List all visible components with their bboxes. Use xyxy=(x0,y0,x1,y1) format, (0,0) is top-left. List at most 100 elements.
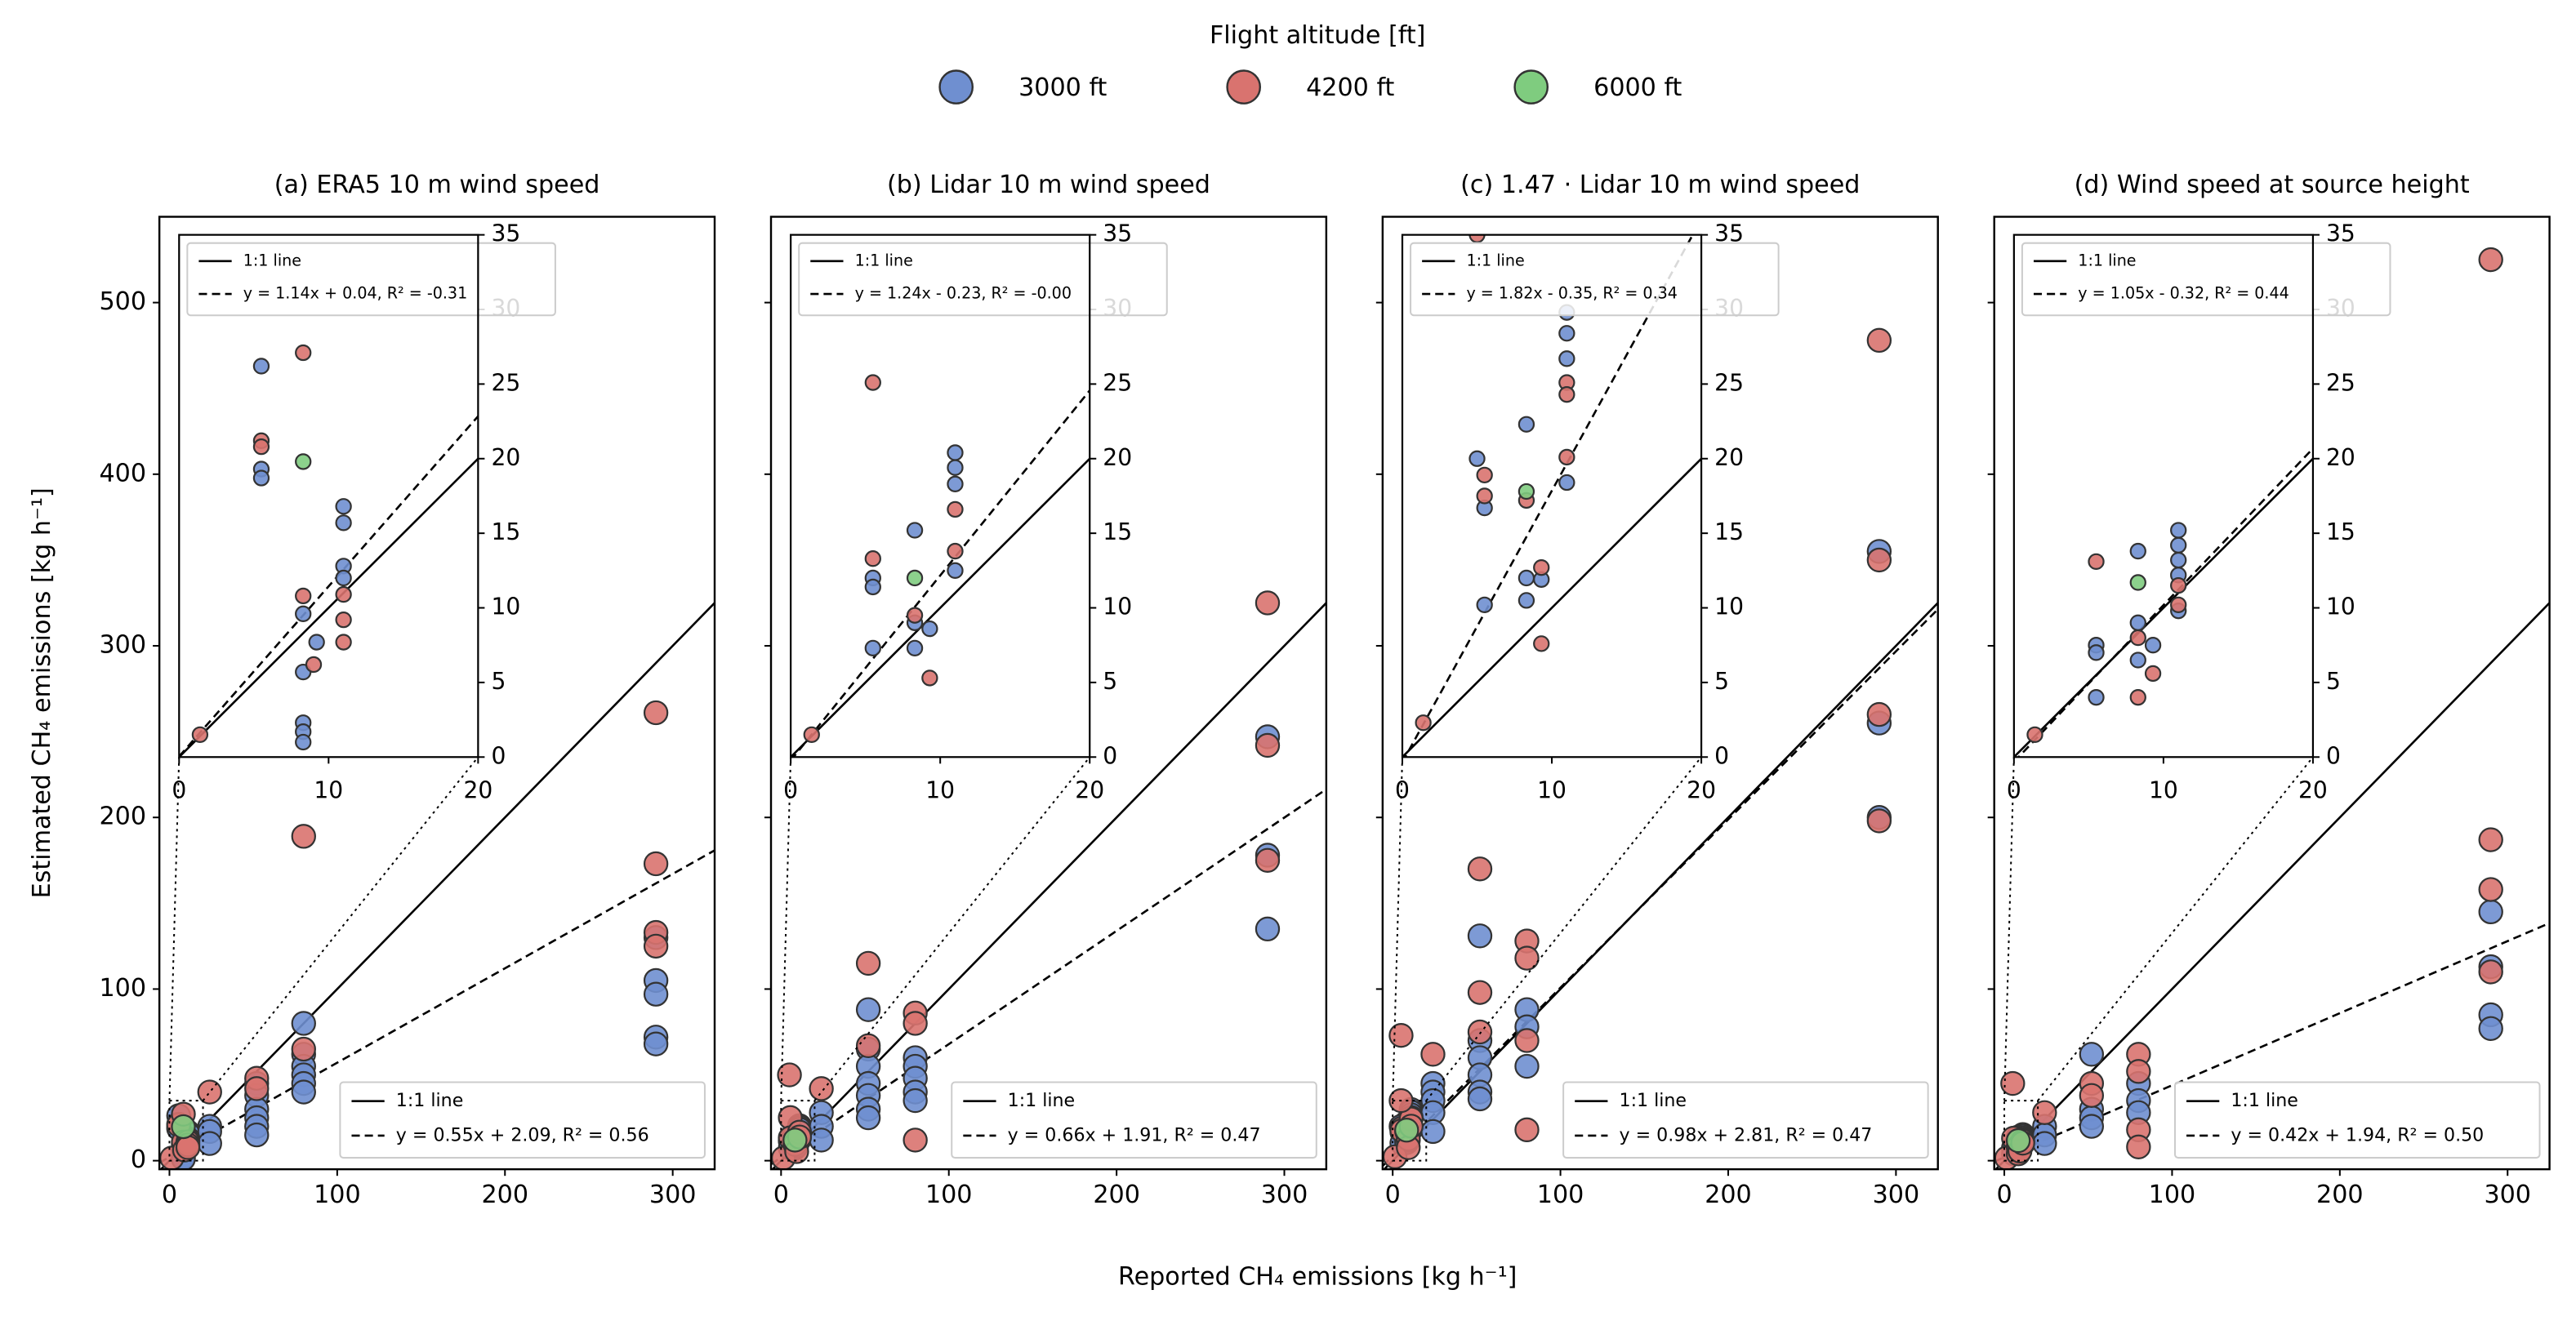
data-point xyxy=(197,1131,222,1156)
data-point xyxy=(2129,574,2146,591)
y-tick-label: 0 xyxy=(131,1145,146,1174)
data-point xyxy=(1514,1117,1540,1142)
x-tick-label: 300 xyxy=(649,1181,697,1209)
legend-label: y = 0.98x + 2.81, R² = 0.47 xyxy=(1620,1124,1873,1145)
data-point xyxy=(864,374,881,391)
x-tick-label: 200 xyxy=(1093,1181,1140,1209)
data-point xyxy=(291,1036,316,1062)
x-tick-label: 100 xyxy=(925,1181,973,1209)
data-point xyxy=(902,1011,928,1036)
data-point xyxy=(335,585,352,603)
inset-frame xyxy=(178,234,479,758)
data-point xyxy=(2129,542,2146,560)
inset-y-tick-label: 5 xyxy=(1714,668,1729,695)
data-point xyxy=(1558,448,1575,466)
data-point xyxy=(864,550,881,567)
data-point xyxy=(855,1105,881,1131)
data-point xyxy=(2088,644,2105,661)
fit-line xyxy=(1402,457,1702,758)
data-point xyxy=(1415,714,1432,732)
plot-area xyxy=(2013,447,2313,758)
fit-line xyxy=(179,457,479,758)
data-point xyxy=(2129,629,2146,647)
inset-x-tick-label: 0 xyxy=(1395,777,1410,804)
data-point xyxy=(2032,1131,2057,1156)
data-point xyxy=(1467,980,1493,1005)
fit-line xyxy=(1994,922,2550,1163)
x-tick-label: 200 xyxy=(2316,1181,2364,1209)
data-point xyxy=(305,656,323,674)
inset-x-tick-label: 20 xyxy=(463,777,492,804)
x-tick-label: 100 xyxy=(1537,1181,1584,1209)
data-point xyxy=(2026,726,2043,744)
inset-y-tick-label: 20 xyxy=(491,444,520,471)
data-point xyxy=(1558,386,1575,403)
data-point xyxy=(335,611,352,629)
inset-y-tick-label: 0 xyxy=(1103,742,1117,769)
data-point xyxy=(777,1062,802,1087)
legend-label: 3000 ft xyxy=(1018,73,1107,102)
legend-box xyxy=(186,242,556,317)
data-point xyxy=(906,639,924,657)
legend-label: 1:1 line xyxy=(396,1090,464,1111)
legend-box xyxy=(951,1081,1317,1159)
data-point xyxy=(1866,547,1892,573)
y-tick-label: 200 xyxy=(99,803,146,831)
inset-x-tick-label: 0 xyxy=(2007,777,2021,804)
data-point xyxy=(1866,701,1892,727)
data-point xyxy=(2079,1042,2105,1067)
x-axis-label: Reported CH₄ emissions [kg h⁻¹] xyxy=(1118,1262,1517,1291)
data-point xyxy=(291,824,316,849)
legend-box xyxy=(2173,1081,2541,1159)
data-point xyxy=(1476,596,1493,614)
inset-y-tick-label: 5 xyxy=(1103,668,1117,695)
inset-frame xyxy=(790,234,1091,758)
data-point xyxy=(2170,576,2187,594)
data-point xyxy=(291,1011,316,1036)
data-point xyxy=(1866,808,1892,834)
data-point xyxy=(643,933,669,959)
data-point xyxy=(906,607,924,624)
data-point xyxy=(1467,923,1493,949)
inset-y-tick-label: 10 xyxy=(1714,594,1744,620)
y-tick-label: 100 xyxy=(99,974,146,1003)
x-tick-label: 300 xyxy=(1873,1181,1920,1209)
data-point xyxy=(921,620,938,638)
inset-y-tick-label: 10 xyxy=(491,594,520,620)
inset-y-tick-label: 25 xyxy=(491,369,520,396)
plot-area xyxy=(1994,247,2550,1170)
data-point xyxy=(947,459,964,476)
fit-line xyxy=(2013,457,2313,758)
data-point xyxy=(1866,327,1892,354)
data-point xyxy=(244,1076,270,1101)
data-point xyxy=(2000,1070,2026,1096)
data-point xyxy=(643,981,669,1007)
legend-box xyxy=(1410,242,1780,317)
data-point xyxy=(906,522,924,539)
data-point xyxy=(335,634,352,651)
data-point xyxy=(803,726,820,744)
x-tick-label: 300 xyxy=(1261,1181,1308,1209)
plot-area xyxy=(179,344,479,758)
data-point xyxy=(809,1128,834,1153)
data-point xyxy=(1518,569,1535,587)
inset-background xyxy=(791,234,1090,758)
legend-label: 1:1 line xyxy=(243,251,301,269)
data-point xyxy=(902,1087,928,1114)
data-point xyxy=(855,1033,881,1058)
fit-line xyxy=(791,457,1090,758)
plot-area xyxy=(1382,327,1938,1170)
data-point xyxy=(335,514,352,532)
data-point xyxy=(295,605,312,622)
panel-title: (d) Wind speed at source height xyxy=(2075,171,2470,199)
data-point xyxy=(855,950,881,976)
inset-y-tick-label: 25 xyxy=(1714,369,1744,396)
panel-title: (c) 1.47 · Lidar 10 m wind speed xyxy=(1460,171,1860,199)
inset-x-tick-label: 20 xyxy=(1687,777,1716,804)
data-point xyxy=(2129,614,2146,631)
x-tick-label: 300 xyxy=(2484,1181,2531,1209)
